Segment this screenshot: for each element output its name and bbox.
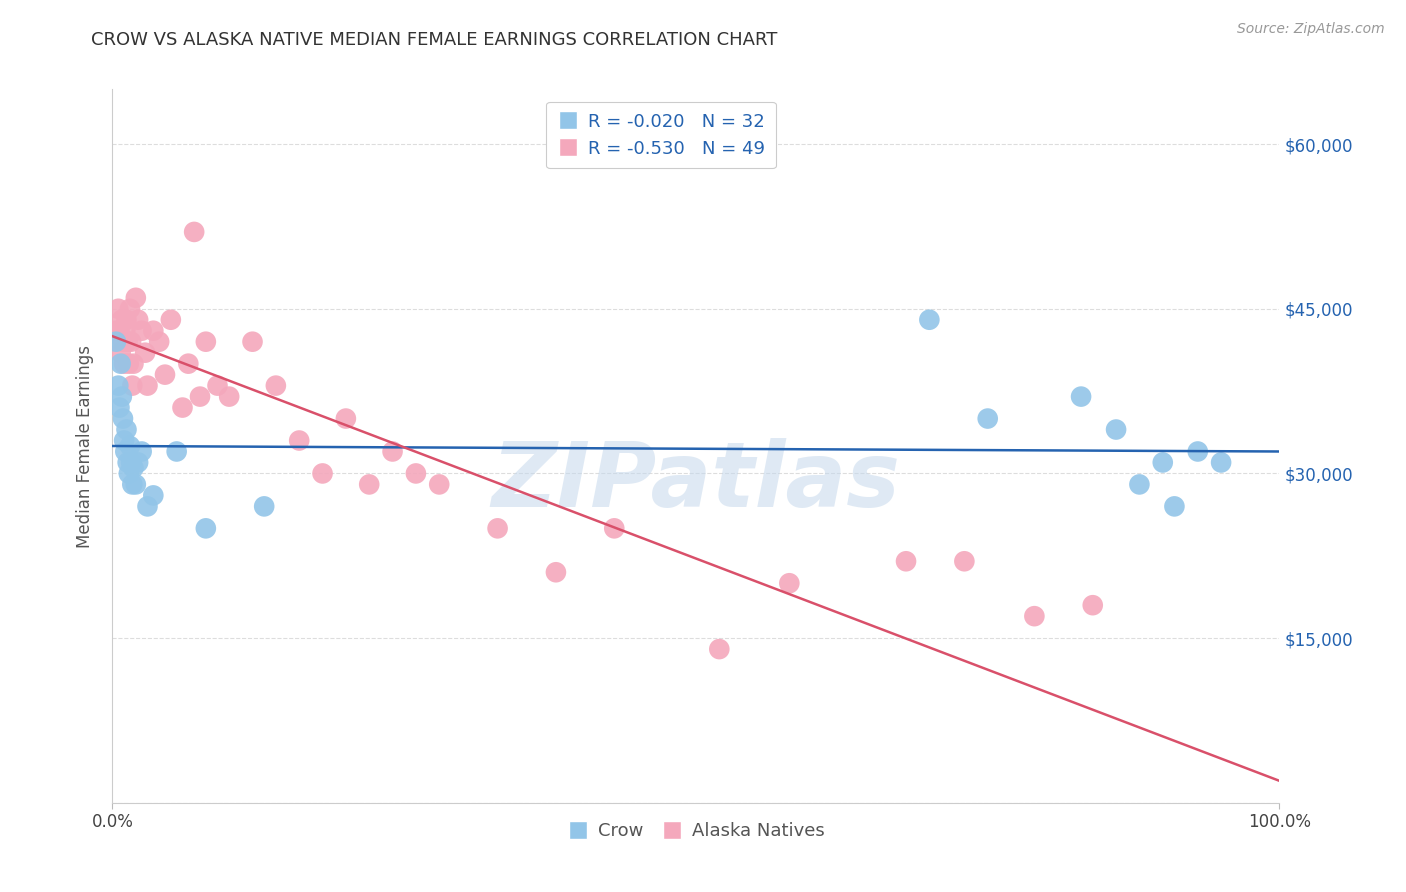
- Legend: Crow, Alaska Natives: Crow, Alaska Natives: [560, 815, 832, 847]
- Point: [110, 357, 132, 371]
- Point: [111, 390, 134, 404]
- Point: [125, 477, 148, 491]
- Point: [134, 345, 156, 359]
- Point: [115, 423, 138, 437]
- Point: [125, 291, 148, 305]
- Point: [117, 334, 139, 349]
- Point: [107, 301, 129, 316]
- Point: [122, 461, 145, 475]
- Point: [183, 225, 205, 239]
- Point: [603, 521, 626, 535]
- Point: [976, 411, 998, 425]
- Point: [1128, 477, 1150, 491]
- Point: [288, 434, 311, 448]
- Point: [177, 357, 200, 371]
- Point: [194, 334, 217, 349]
- Point: [1163, 500, 1185, 514]
- Point: [188, 390, 211, 404]
- Point: [918, 312, 941, 326]
- Point: [112, 357, 135, 371]
- Point: [120, 455, 142, 469]
- Point: [218, 390, 240, 404]
- Text: CROW VS ALASKA NATIVE MEDIAN FEMALE EARNINGS CORRELATION CHART: CROW VS ALASKA NATIVE MEDIAN FEMALE EARN…: [91, 31, 778, 49]
- Point: [136, 500, 159, 514]
- Point: [953, 554, 976, 568]
- Text: Source: ZipAtlas.com: Source: ZipAtlas.com: [1237, 22, 1385, 37]
- Point: [1187, 444, 1209, 458]
- Point: [264, 378, 287, 392]
- Point: [1081, 598, 1104, 612]
- Point: [194, 521, 217, 535]
- Point: [142, 324, 165, 338]
- Point: [111, 334, 134, 349]
- Point: [117, 455, 139, 469]
- Point: [108, 324, 131, 338]
- Point: [114, 324, 136, 338]
- Point: [166, 444, 188, 458]
- Point: [118, 439, 141, 453]
- Point: [153, 368, 176, 382]
- Point: [118, 357, 141, 371]
- Point: [1152, 455, 1174, 469]
- Point: [121, 477, 143, 491]
- Point: [121, 378, 143, 392]
- Point: [114, 444, 136, 458]
- Point: [120, 334, 142, 349]
- Point: [142, 488, 165, 502]
- Point: [127, 312, 149, 326]
- Point: [311, 467, 333, 481]
- Point: [148, 334, 170, 349]
- Point: [107, 378, 129, 392]
- Point: [544, 566, 567, 580]
- Y-axis label: Median Female Earnings: Median Female Earnings: [76, 344, 94, 548]
- Point: [359, 477, 381, 491]
- Point: [381, 444, 404, 458]
- Point: [160, 312, 183, 326]
- Point: [127, 455, 149, 469]
- Point: [709, 642, 731, 657]
- Point: [207, 378, 229, 392]
- Point: [335, 411, 357, 425]
- Point: [778, 576, 800, 591]
- Point: [1070, 390, 1092, 404]
- Point: [136, 378, 159, 392]
- Point: [131, 444, 153, 458]
- Point: [1105, 423, 1128, 437]
- Point: [112, 434, 135, 448]
- Point: [131, 324, 153, 338]
- Point: [110, 345, 132, 359]
- Point: [405, 467, 427, 481]
- Point: [242, 334, 264, 349]
- Point: [427, 477, 450, 491]
- Point: [118, 301, 141, 316]
- Point: [253, 500, 276, 514]
- Point: [111, 411, 134, 425]
- Point: [172, 401, 194, 415]
- Point: [111, 312, 134, 326]
- Text: ZIPatlas: ZIPatlas: [492, 438, 900, 525]
- Point: [115, 312, 138, 326]
- Point: [122, 357, 145, 371]
- Point: [486, 521, 509, 535]
- Point: [894, 554, 917, 568]
- Point: [104, 324, 127, 338]
- Point: [108, 401, 131, 415]
- Point: [1209, 455, 1232, 469]
- Point: [1024, 609, 1046, 624]
- Point: [118, 467, 141, 481]
- Point: [104, 334, 127, 349]
